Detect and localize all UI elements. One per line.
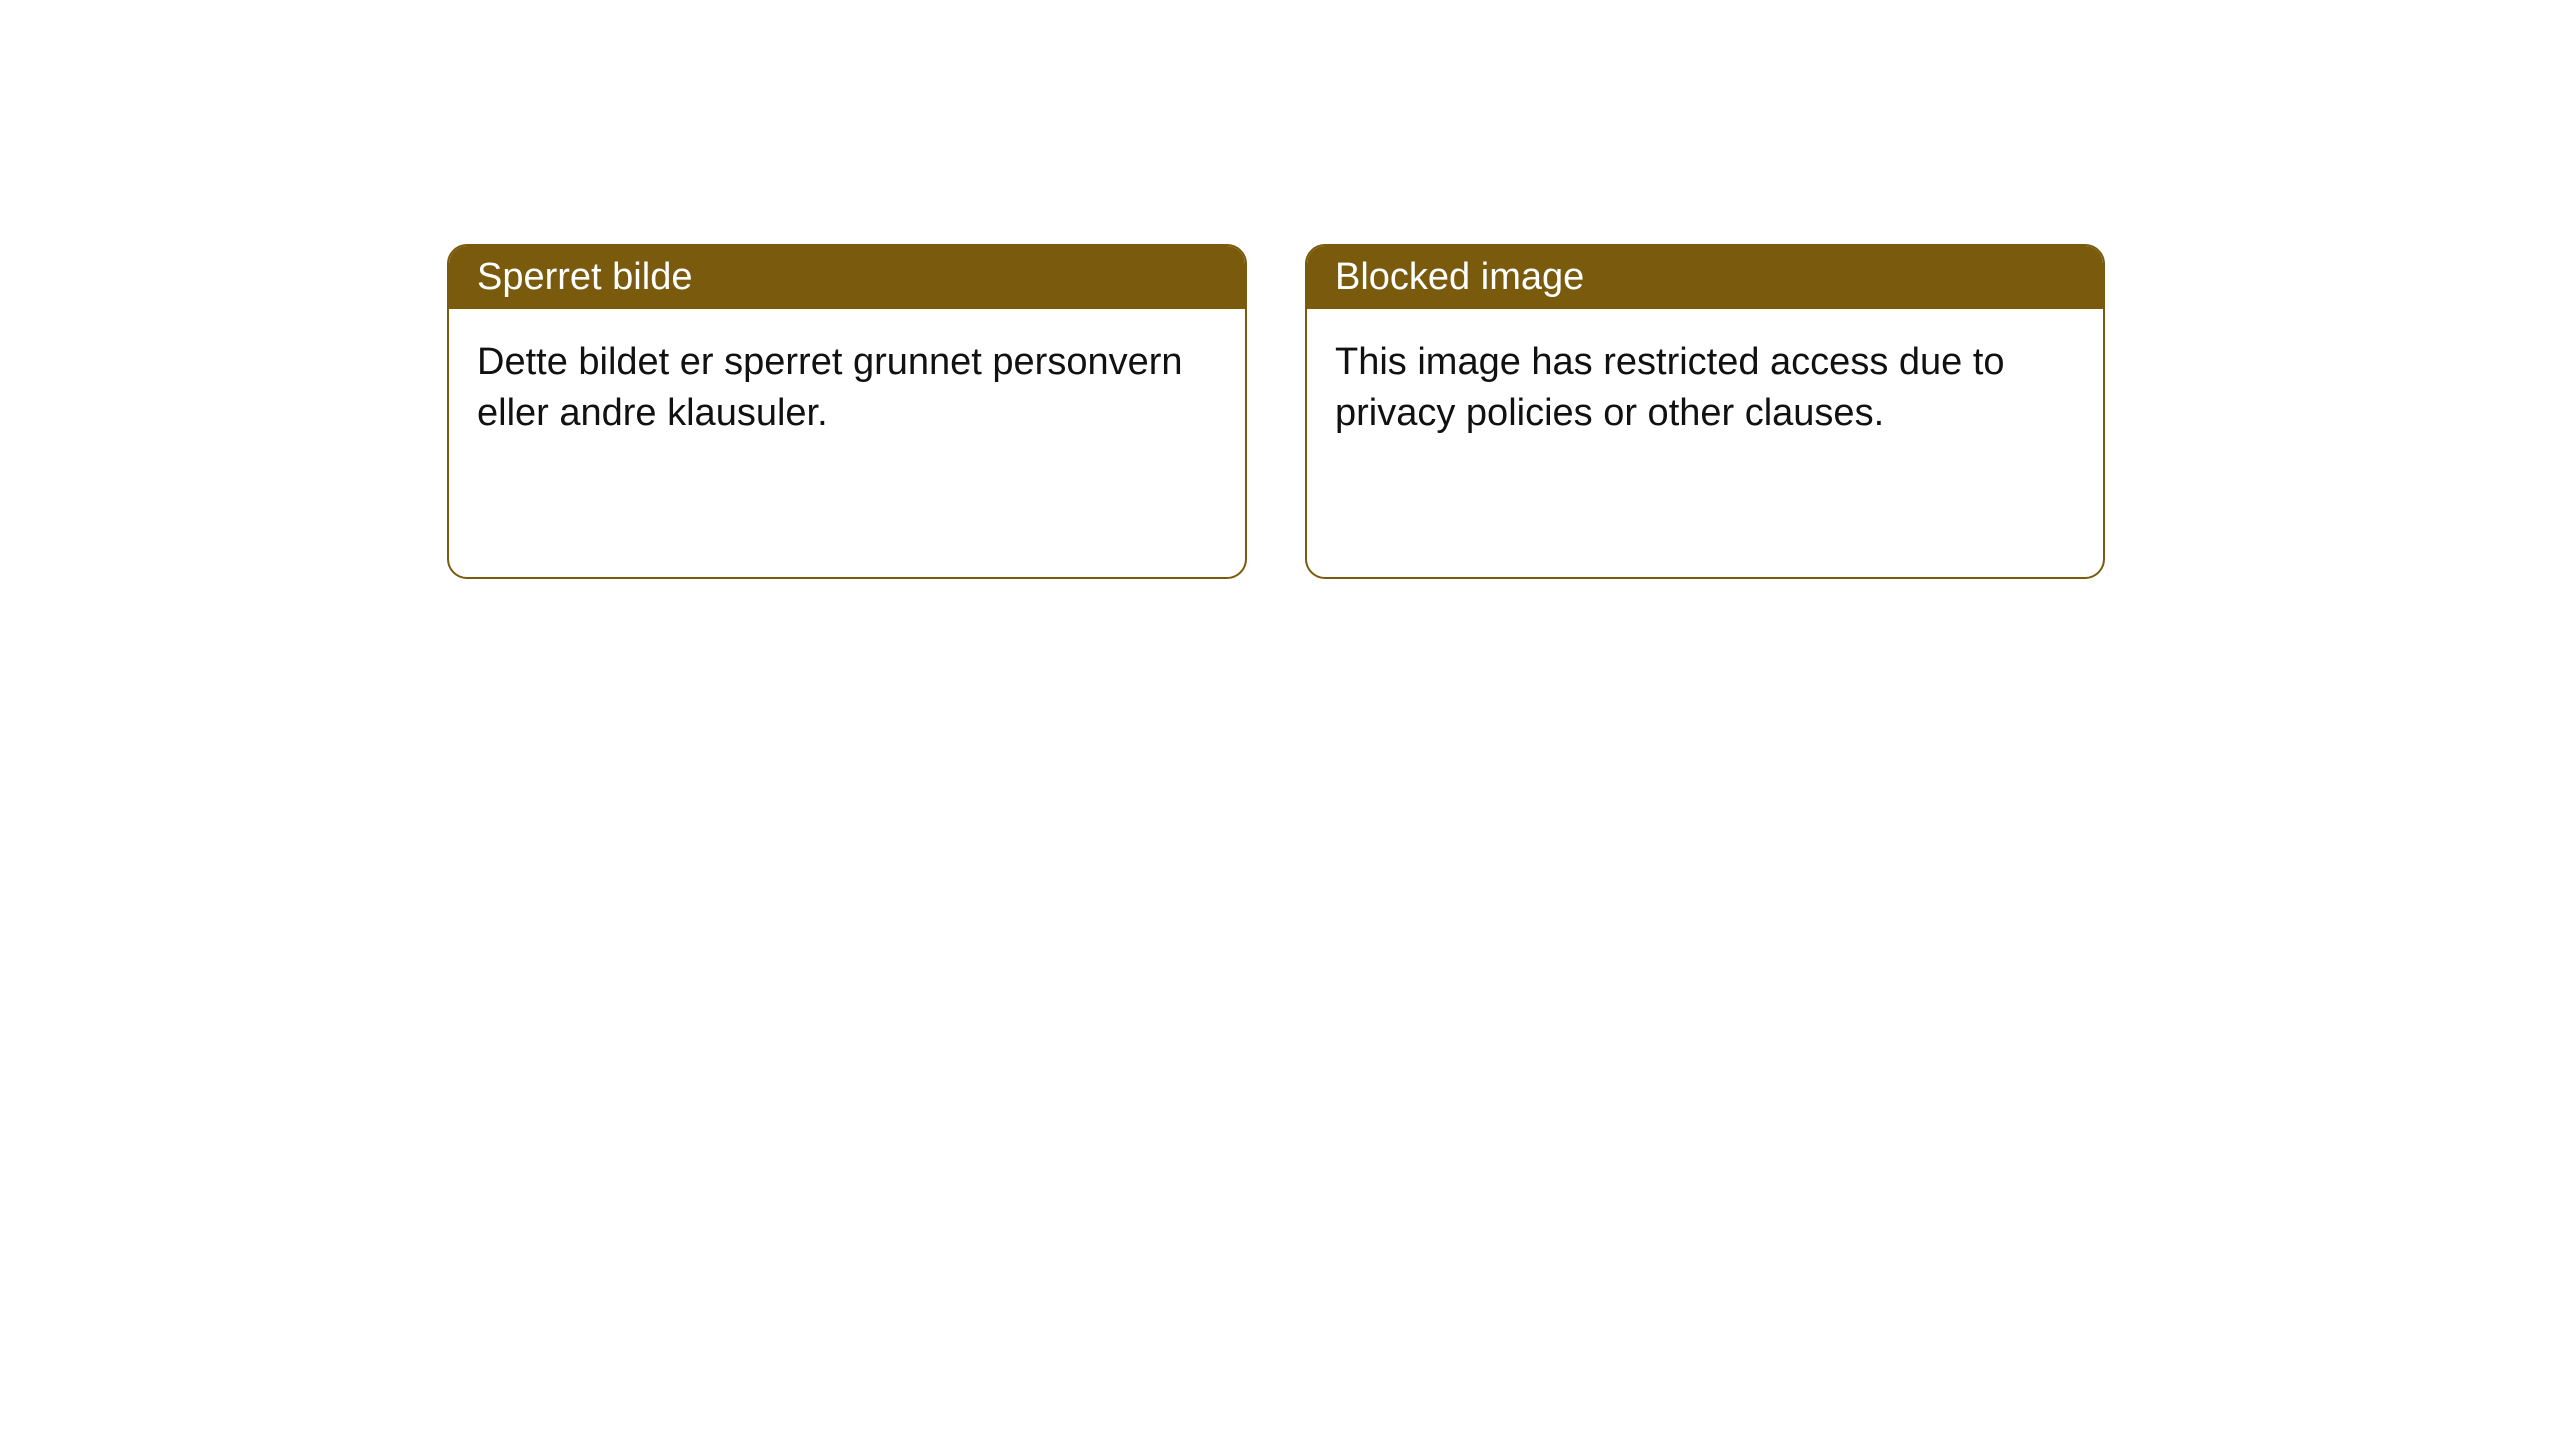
card-header: Blocked image: [1307, 246, 2103, 309]
card-title: Sperret bilde: [477, 256, 692, 298]
blocked-image-card-english: Blocked image This image has restricted …: [1305, 244, 2105, 579]
card-title: Blocked image: [1335, 256, 1584, 298]
notice-container: Sperret bilde Dette bildet er sperret gr…: [0, 0, 2560, 579]
card-message: Dette bildet er sperret grunnet personve…: [477, 341, 1183, 434]
card-body: Dette bildet er sperret grunnet personve…: [449, 309, 1245, 468]
card-message: This image has restricted access due to …: [1335, 341, 2005, 434]
blocked-image-card-norwegian: Sperret bilde Dette bildet er sperret gr…: [447, 244, 1247, 579]
card-header: Sperret bilde: [449, 246, 1245, 309]
card-body: This image has restricted access due to …: [1307, 309, 2103, 468]
